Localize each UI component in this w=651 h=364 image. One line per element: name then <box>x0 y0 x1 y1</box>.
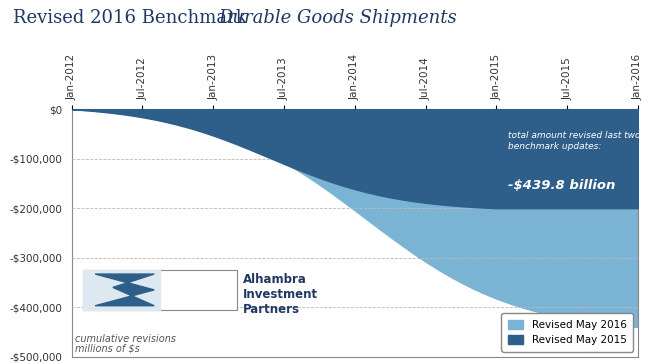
Text: Revised 2016 Benchmark: Revised 2016 Benchmark <box>13 9 253 27</box>
Text: cumulative revisions: cumulative revisions <box>75 335 176 344</box>
Text: Durable Goods Shipments: Durable Goods Shipments <box>218 9 457 27</box>
Polygon shape <box>95 274 154 306</box>
Legend: Revised May 2016, Revised May 2015: Revised May 2016, Revised May 2015 <box>501 313 633 352</box>
Text: total amount revised last two
benchmark updates:: total amount revised last two benchmark … <box>508 131 641 151</box>
Text: millions of $s: millions of $s <box>75 343 140 353</box>
Polygon shape <box>83 270 160 310</box>
Text: -$439.8 billion: -$439.8 billion <box>508 178 616 191</box>
Text: Alhambra
Investment
Partners: Alhambra Investment Partners <box>243 273 318 316</box>
Bar <box>83 270 237 310</box>
